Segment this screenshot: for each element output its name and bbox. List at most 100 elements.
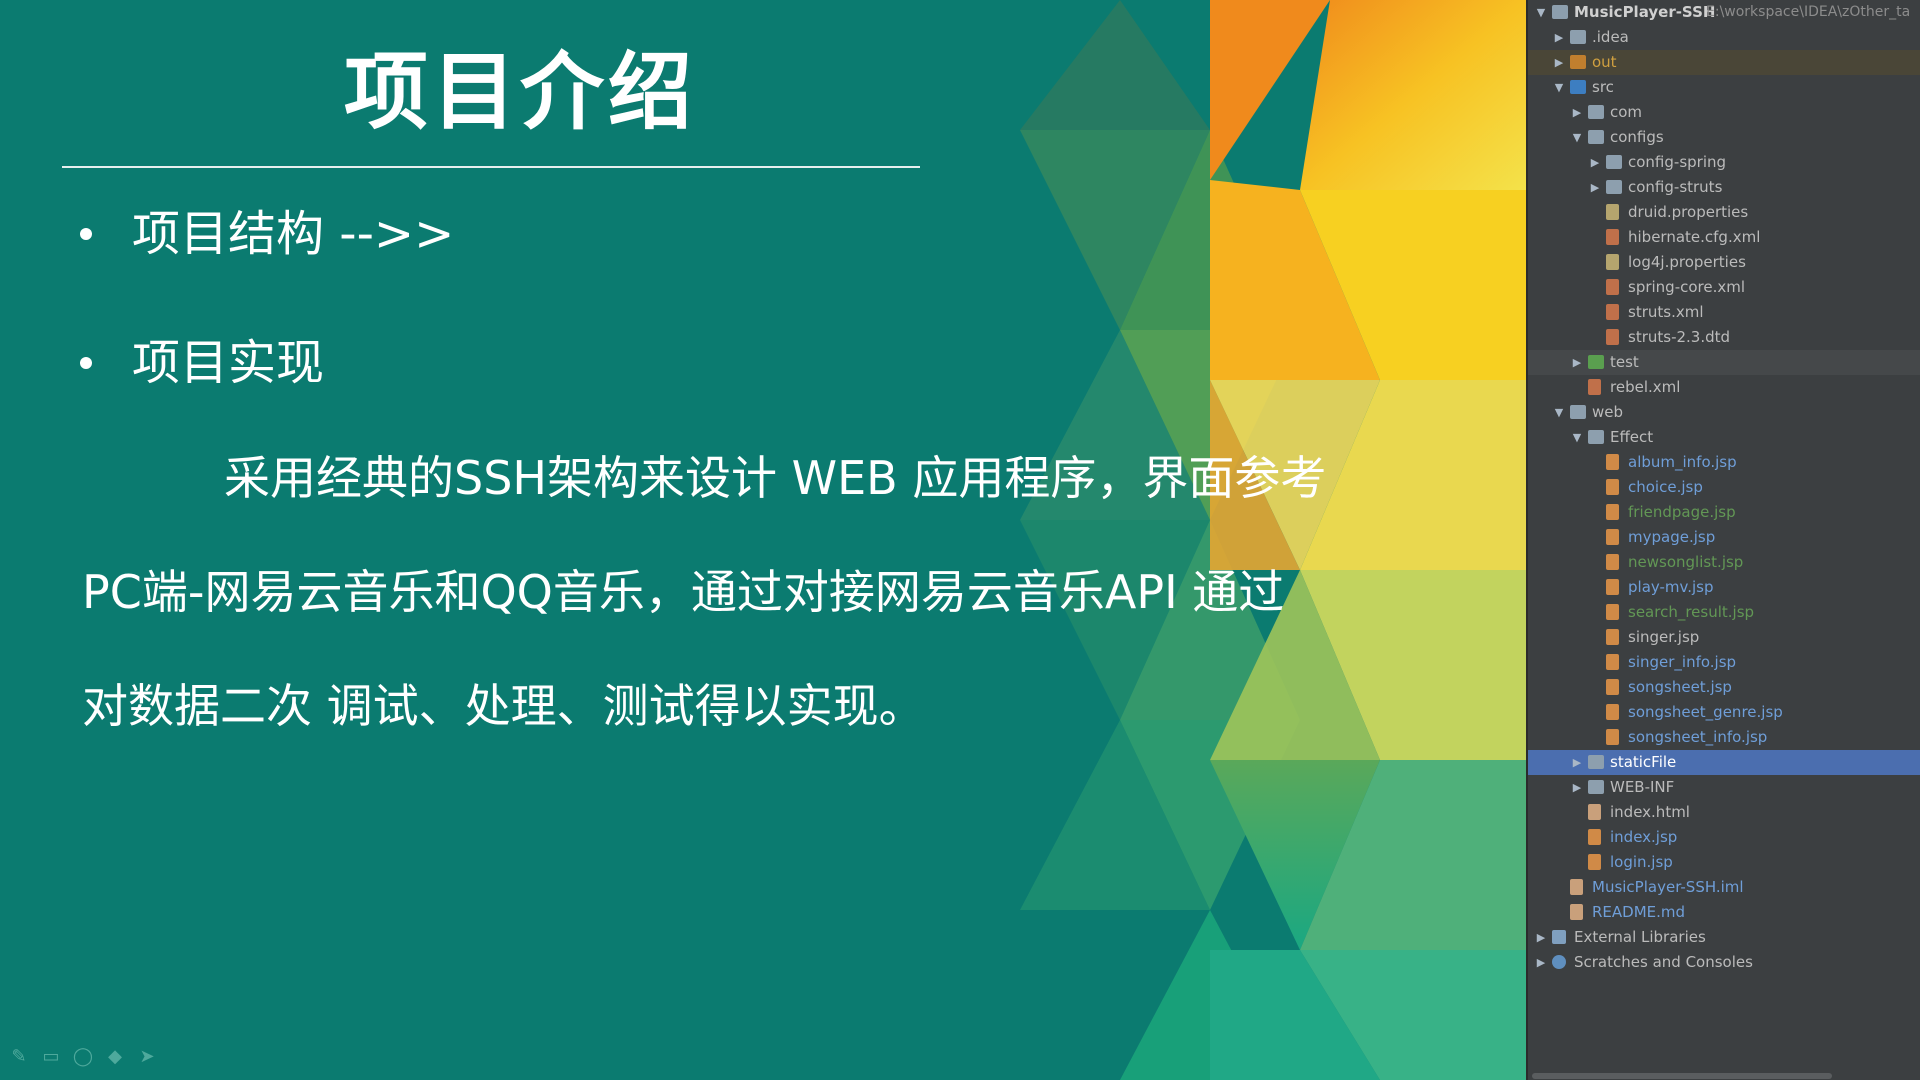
tree-item[interactable]: struts-2.3.dtd xyxy=(1528,325,1920,350)
file-icon xyxy=(1606,329,1619,345)
tree-item[interactable]: spring-core.xml xyxy=(1528,275,1920,300)
collapsed-arrow-icon[interactable]: ▶ xyxy=(1572,106,1582,119)
tree-item-label: staticFile xyxy=(1610,753,1677,771)
file-icon xyxy=(1606,629,1619,645)
folder-icon xyxy=(1606,180,1622,194)
tree-item-label: config-spring xyxy=(1628,153,1727,171)
tree-item[interactable]: ▶ test xyxy=(1528,350,1920,375)
tree-item[interactable]: ▼ configs xyxy=(1528,125,1920,150)
tree-item[interactable]: ▶ WEB-INF xyxy=(1528,775,1920,800)
tree-item-label: mypage.jsp xyxy=(1628,528,1716,546)
tree-item[interactable]: ▼ MusicPlayer-SSH E:\workspace\IDEA\zOther… xyxy=(1528,0,1920,25)
library-icon xyxy=(1552,930,1566,944)
highlighter-icon[interactable]: ◆ xyxy=(108,1046,122,1067)
tree-item-label: src xyxy=(1592,78,1614,96)
file-icon xyxy=(1588,804,1601,820)
file-icon xyxy=(1606,479,1619,495)
file-icon xyxy=(1588,854,1601,870)
tree-item[interactable]: rebel.xml xyxy=(1528,375,1920,400)
collapsed-arrow-icon[interactable]: ▶ xyxy=(1572,781,1582,794)
tree-item-label: config-struts xyxy=(1628,178,1723,196)
expanded-arrow-icon[interactable]: ▼ xyxy=(1554,406,1564,419)
tree-item[interactable]: ▼ Effect xyxy=(1528,425,1920,450)
tree-item[interactable]: mypage.jsp xyxy=(1528,525,1920,550)
scrollbar-thumb[interactable] xyxy=(1532,1073,1832,1079)
tree-item-label: index.html xyxy=(1610,803,1690,821)
tree-item[interactable]: ▶ staticFile xyxy=(1528,750,1920,775)
folder-icon xyxy=(1588,780,1604,794)
tree-item[interactable]: newsonglist.jsp xyxy=(1528,550,1920,575)
pen-icon[interactable]: ✎ xyxy=(11,1046,27,1067)
collapsed-arrow-icon[interactable]: ▶ xyxy=(1590,156,1600,169)
horizontal-scrollbar[interactable] xyxy=(1528,1072,1920,1080)
expanded-arrow-icon[interactable]: ▼ xyxy=(1572,431,1582,444)
expanded-arrow-icon[interactable]: ▼ xyxy=(1572,131,1582,144)
folder-icon xyxy=(1552,5,1568,19)
tree-item[interactable]: ▶ out xyxy=(1528,50,1920,75)
tree-item[interactable]: hibernate.cfg.xml xyxy=(1528,225,1920,250)
presentation-slide: 项目介绍 项目结构 -->> 项目实现 采用经典的SSH架构来设计 WEB 应用… xyxy=(11,0,1526,1080)
tree-item[interactable]: ▶ External Libraries xyxy=(1528,925,1920,950)
tree-item[interactable]: ▼ web xyxy=(1528,400,1920,425)
tree-item[interactable]: login.jsp xyxy=(1528,850,1920,875)
tree-item[interactable]: singer.jsp xyxy=(1528,625,1920,650)
tree-item-label: singer.jsp xyxy=(1628,628,1700,646)
tree-item[interactable]: songsheet_genre.jsp xyxy=(1528,700,1920,725)
tree-item[interactable]: README.md xyxy=(1528,900,1920,925)
expanded-arrow-icon[interactable]: ▼ xyxy=(1536,6,1546,19)
tree-item-label: MusicPlayer-SSH.iml xyxy=(1592,878,1744,896)
tree-item-label: README.md xyxy=(1592,903,1686,921)
tree-item[interactable]: search_result.jsp xyxy=(1528,600,1920,625)
tree-item[interactable]: ▶ .idea xyxy=(1528,25,1920,50)
pointer-icon[interactable]: ➤ xyxy=(139,1046,155,1067)
tree-item-label: hibernate.cfg.xml xyxy=(1628,228,1761,246)
tree-item[interactable]: index.jsp xyxy=(1528,825,1920,850)
tree-item[interactable]: druid.properties xyxy=(1528,200,1920,225)
collapsed-arrow-icon[interactable]: ▶ xyxy=(1536,956,1546,969)
triangle-pattern-background xyxy=(1020,0,1526,1080)
collapsed-arrow-icon[interactable]: ▶ xyxy=(1554,31,1564,44)
folder-icon xyxy=(1588,755,1604,769)
collapsed-arrow-icon[interactable]: ▶ xyxy=(1572,356,1582,369)
collapsed-arrow-icon[interactable]: ▶ xyxy=(1536,931,1546,944)
file-icon xyxy=(1606,254,1619,270)
tree-item[interactable]: log4j.properties xyxy=(1528,250,1920,275)
tree-item[interactable]: MusicPlayer-SSH.iml xyxy=(1528,875,1920,900)
folder-icon xyxy=(1588,430,1604,444)
tree-item-label: struts.xml xyxy=(1628,303,1704,321)
expanded-arrow-icon[interactable]: ▼ xyxy=(1554,81,1564,94)
tree-item[interactable]: choice.jsp xyxy=(1528,475,1920,500)
tree-item-label: out xyxy=(1592,53,1617,71)
tree-item-label: Effect xyxy=(1610,428,1654,446)
tree-item[interactable]: ▶ config-struts xyxy=(1528,175,1920,200)
tree-item-label: rebel.xml xyxy=(1610,378,1681,396)
collapsed-arrow-icon[interactable]: ▶ xyxy=(1554,56,1564,69)
tree-item[interactable]: ▶ com xyxy=(1528,100,1920,125)
screen-icon[interactable]: ▭ xyxy=(42,1046,60,1067)
file-icon xyxy=(1588,829,1601,845)
tree-item[interactable]: friendpage.jsp xyxy=(1528,500,1920,525)
tree-item[interactable]: play-mv.jsp xyxy=(1528,575,1920,600)
tree-item-label: configs xyxy=(1610,128,1664,146)
tree-item[interactable]: songsheet_info.jsp xyxy=(1528,725,1920,750)
file-icon xyxy=(1606,704,1619,720)
file-icon xyxy=(1606,454,1619,470)
collapsed-arrow-icon[interactable]: ▶ xyxy=(1572,756,1582,769)
tree-item[interactable]: singer_info.jsp xyxy=(1528,650,1920,675)
tree-item-label: Scratches and Consoles xyxy=(1574,953,1753,971)
bullet-dot-icon xyxy=(80,357,92,369)
tree-item-label: web xyxy=(1592,403,1624,421)
tree-item[interactable]: struts.xml xyxy=(1528,300,1920,325)
folder-icon xyxy=(1588,105,1604,119)
folder-icon xyxy=(1606,155,1622,169)
tree-item-label: friendpage.jsp xyxy=(1628,503,1736,521)
tree-item[interactable]: songsheet.jsp xyxy=(1528,675,1920,700)
tree-item-label: com xyxy=(1610,103,1643,121)
tree-item[interactable]: ▶ Scratches and Consoles xyxy=(1528,950,1920,975)
tree-item[interactable]: ▶ config-spring xyxy=(1528,150,1920,175)
tree-item[interactable]: ▼ src xyxy=(1528,75,1920,100)
tree-item[interactable]: album_info.jsp xyxy=(1528,450,1920,475)
tree-item[interactable]: index.html xyxy=(1528,800,1920,825)
eraser-icon[interactable]: ◯ xyxy=(72,1046,94,1067)
collapsed-arrow-icon[interactable]: ▶ xyxy=(1590,181,1600,194)
